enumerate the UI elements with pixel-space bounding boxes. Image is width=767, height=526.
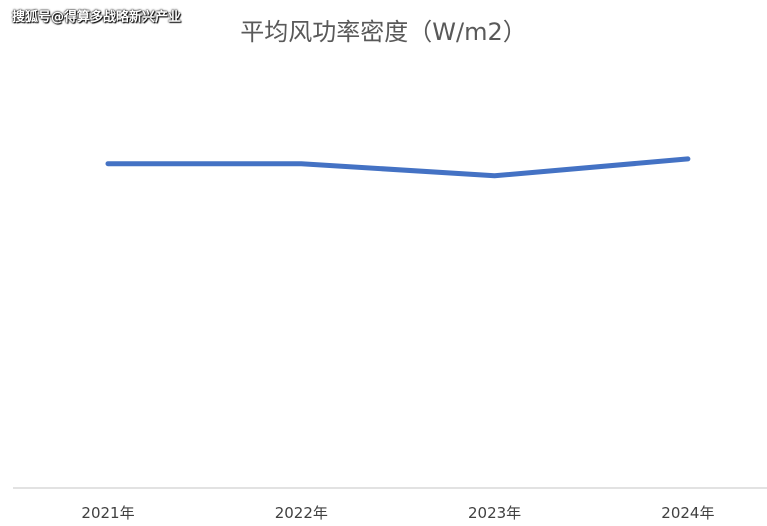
x-tick-label: 2024年	[661, 504, 714, 522]
x-tick-label: 2022年	[275, 504, 328, 522]
x-tick-label: 2021年	[81, 504, 134, 522]
watermark-text: 搜狐号@得算多战略新兴产业	[12, 10, 182, 25]
series-line	[105, 156, 691, 179]
x-tick-labels: 2021年 2022年 2023年 2024年	[81, 504, 714, 522]
chart-title: 平均风功率密度（W/m2）	[240, 18, 527, 46]
x-tick-label: 2023年	[468, 504, 521, 522]
